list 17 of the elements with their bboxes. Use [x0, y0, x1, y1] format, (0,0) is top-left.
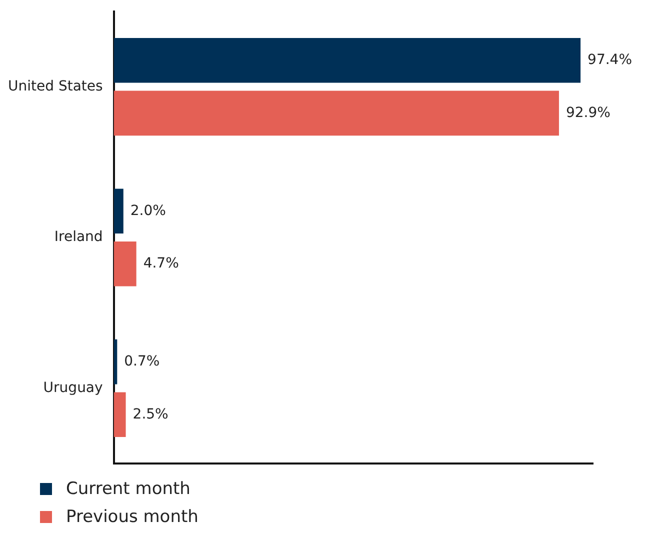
- data-label: 2.0%: [130, 202, 166, 219]
- bar: [114, 90, 559, 136]
- bar: [114, 392, 126, 438]
- legend-label: Current month: [66, 479, 190, 499]
- y-tick-label: Ireland: [54, 229, 103, 246]
- data-label: 2.5%: [132, 406, 168, 422]
- bar: [114, 38, 581, 83]
- y-tick-label: United States: [8, 78, 103, 94]
- legend-label: Previous month: [66, 507, 198, 527]
- bar: [114, 241, 136, 286]
- data-label: 97.4%: [588, 52, 632, 68]
- bar: [114, 339, 118, 384]
- y-tick-label: Uruguay: [43, 380, 103, 396]
- data-label: 92.9%: [566, 104, 610, 121]
- data-label: 4.7%: [143, 256, 179, 272]
- bar: [114, 188, 124, 234]
- data-label: 0.7%: [124, 353, 160, 370]
